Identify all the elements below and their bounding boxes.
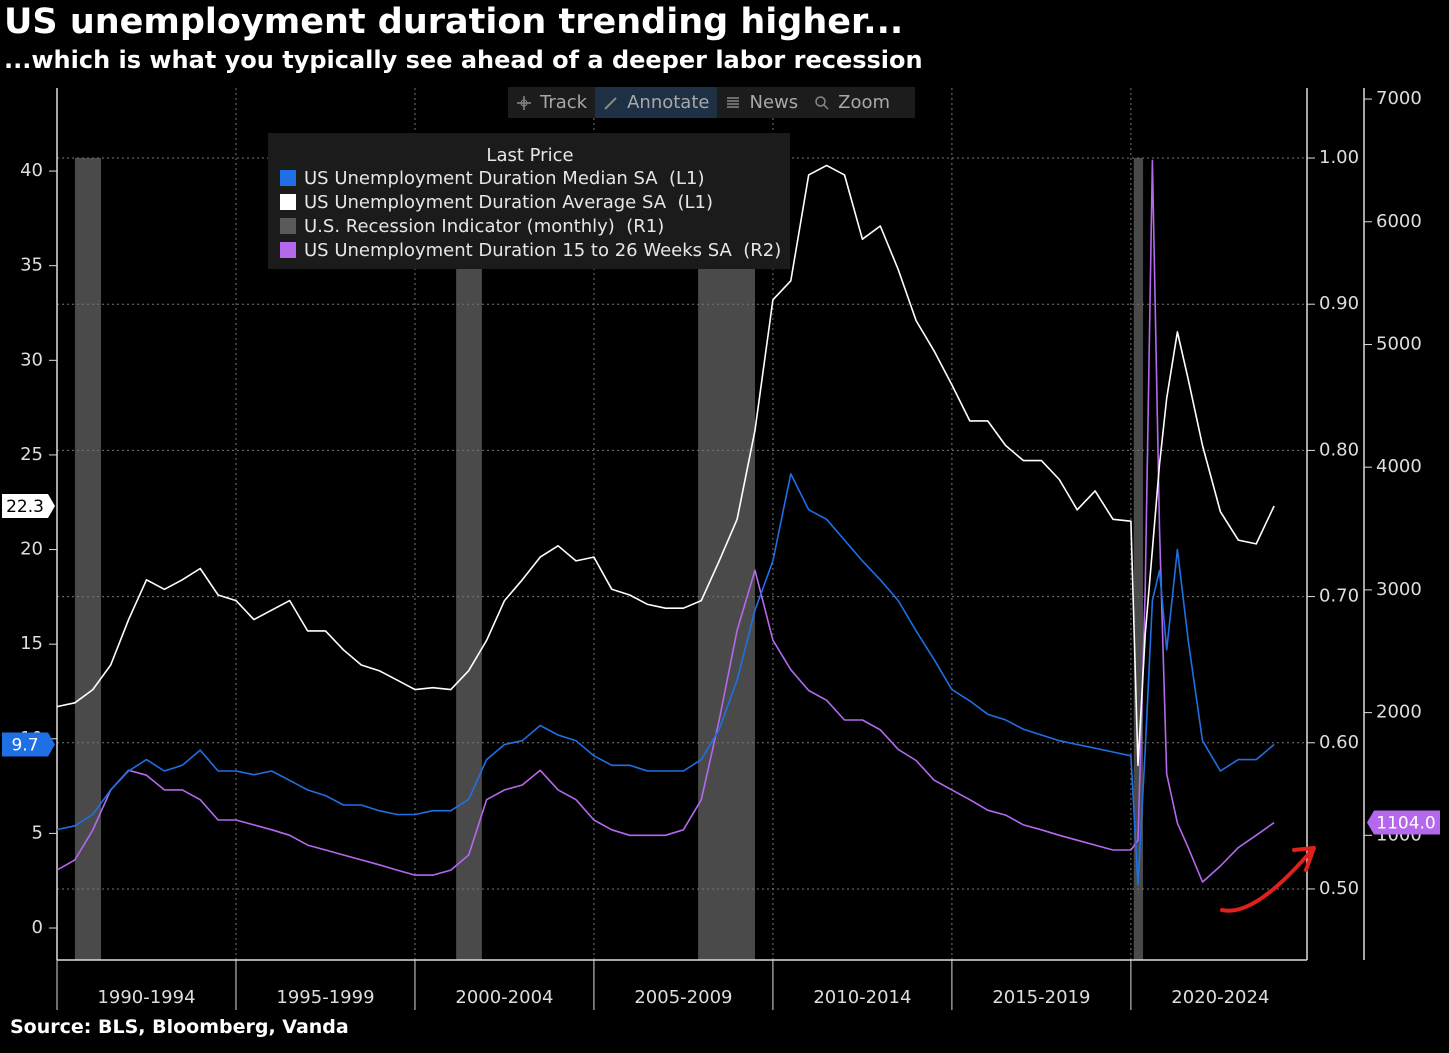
y3-tick-label: 2000: [1376, 702, 1422, 723]
y3-tick-label: 3000: [1376, 579, 1422, 600]
x-tick-label: 2020-2024: [1171, 987, 1269, 1008]
source-note: Source: BLS, Bloomberg, Vanda: [10, 1016, 349, 1038]
x-tick-label: 2015-2019: [992, 987, 1090, 1008]
last-price-box: [2, 494, 55, 519]
x-tick-label: 2010-2014: [813, 987, 911, 1008]
legend-entry: US Unemployment Duration Average SA (L1): [280, 190, 790, 214]
recession-bar: [74, 158, 102, 960]
recession-bar: [456, 158, 482, 960]
button-label: Annotate: [627, 92, 710, 113]
legend-entry: US Unemployment Duration Median SA (L1): [280, 166, 790, 190]
zoom-icon: [815, 95, 829, 110]
last-price-box: [2, 732, 55, 757]
last-price-label: 9.7: [11, 735, 38, 755]
y-tick-label: 5: [32, 822, 43, 843]
legend-title: Last Price: [486, 145, 574, 166]
track-icon: [517, 95, 531, 110]
x-tick-label: 1990-1994: [97, 987, 195, 1008]
last-price-label: 22.3: [6, 497, 44, 517]
y-tick-label: 40: [20, 160, 43, 181]
legend-swatch: [280, 194, 296, 210]
y3-tick-label: 7000: [1376, 88, 1422, 109]
recession-bar: [1133, 158, 1144, 960]
legend: Last Price US Unemployment Duration Medi…: [268, 133, 790, 269]
chart-title: US unemployment duration trending higher…: [4, 2, 904, 42]
y2-tick-label: 0.90: [1319, 293, 1359, 314]
y2-tick-label: 0.70: [1319, 586, 1359, 607]
toolbar-button[interactable]: Track: [508, 87, 595, 118]
y3-tick-label: 5000: [1376, 333, 1422, 354]
x-tick-label: 2005-2009: [634, 987, 732, 1008]
last-price-box: [1367, 810, 1440, 835]
y-tick-label: 15: [20, 633, 43, 654]
series-line: [56, 159, 1275, 883]
y2-tick-label: 0.60: [1319, 732, 1359, 753]
toolbar-button[interactable]: Annotate: [595, 87, 718, 118]
foreground-layer: 05101520253035400.500.600.700.800.901.00…: [2, 88, 1440, 1010]
series-line: [56, 164, 1275, 767]
legend-label: US Unemployment Duration Median SA (L1): [304, 167, 705, 189]
x-tick-label: 1995-1999: [276, 987, 374, 1008]
y-tick-label: 30: [20, 349, 43, 370]
y2-tick-label: 1.00: [1319, 147, 1359, 168]
y3-tick-label: 6000: [1376, 211, 1422, 232]
x-tick-label: 2000-2004: [455, 987, 553, 1008]
button-label: News: [749, 92, 799, 113]
recession-bar: [698, 158, 756, 960]
legend-label: US Unemployment Duration Average SA (L1): [304, 191, 713, 213]
button-label: Zoom: [838, 92, 891, 113]
legend-swatch: [280, 170, 296, 186]
background-layer: [56, 88, 1307, 960]
legend-entry: US Unemployment Duration 15 to 26 Weeks …: [280, 238, 790, 262]
y-tick-label: 20: [20, 539, 43, 560]
y2-tick-label: 0.80: [1319, 439, 1359, 460]
y-tick-label: 35: [20, 255, 43, 276]
legend-label: U.S. Recession Indicator (monthly) (R1): [304, 215, 665, 237]
legend-label: US Unemployment Duration 15 to 26 Weeks …: [304, 239, 782, 261]
toolbar-button[interactable]: Zoom: [806, 87, 898, 118]
button-label: Track: [540, 92, 588, 113]
legend-swatch: [280, 218, 296, 234]
annotation-arrowhead: [1292, 846, 1316, 872]
chart-subtitle: ...which is what you typically see ahead…: [4, 46, 923, 74]
legend-swatch: [280, 242, 296, 258]
y-tick-label: 25: [20, 444, 43, 465]
toolbar-button[interactable]: News: [717, 87, 806, 118]
series-line: [56, 473, 1275, 886]
toolbar: Track Annotate News Zoom: [508, 87, 915, 118]
y3-tick-label: 4000: [1376, 456, 1422, 477]
y-tick-label: 0: [32, 917, 43, 938]
legend-entry: U.S. Recession Indicator (monthly) (R1): [280, 214, 790, 238]
y2-tick-label: 0.50: [1319, 878, 1359, 899]
annotation-arrow: [1220, 848, 1314, 913]
last-price-label: 1104.0: [1376, 814, 1435, 834]
annotate-icon: [604, 96, 617, 110]
news-icon: [727, 96, 740, 108]
